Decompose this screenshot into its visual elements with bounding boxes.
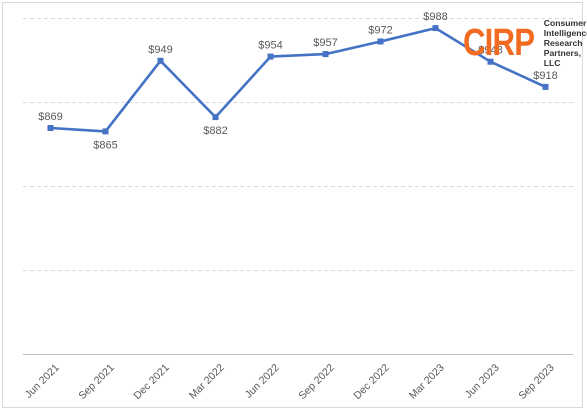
x-tick-label: Dec 2022 <box>351 362 391 402</box>
data-point-marker <box>212 114 219 121</box>
logo-line-1: Consumer <box>543 18 587 28</box>
data-label: $869 <box>38 111 62 123</box>
x-tick-label: Sep 2021 <box>76 362 116 402</box>
x-tick-label: Dec 2021 <box>131 362 171 402</box>
data-point-marker <box>322 51 329 58</box>
data-label: $949 <box>148 44 172 56</box>
gridlines <box>23 18 573 271</box>
data-point-marker <box>157 57 164 64</box>
line-chart: $869 $865 $949 $882 $954 $957 $972 $988 $948 $918… <box>23 11 573 402</box>
x-tick-label: Jun 2021 <box>23 362 62 401</box>
x-tick-label: Sep 2022 <box>296 362 336 402</box>
data-label: $954 <box>258 40 282 52</box>
data-point-marker <box>377 38 384 45</box>
data-labels-layer: $869 $865 $949 $882 $954 $957 $972 $988 $948 $918 <box>38 11 557 151</box>
logo-line-3: Research <box>543 38 583 48</box>
data-label: $948 <box>478 45 502 57</box>
data-point-marker <box>542 83 549 90</box>
data-label: $988 <box>423 11 447 23</box>
data-label: $882 <box>203 125 227 137</box>
logo-mark: CIRP <box>463 22 535 64</box>
data-label: $865 <box>93 139 117 151</box>
data-label: $918 <box>533 70 557 82</box>
data-point-marker <box>432 25 439 32</box>
cirp-logo: CIRP Consumer Intelligence Research Part… <box>463 18 587 68</box>
series-line-layer <box>50 26 547 133</box>
x-tick-labels: Jun 2021 Sep 2021 Dec 2021 Mar 2022 Jun 2022… <box>23 362 557 402</box>
x-tick-label: Sep 2023 <box>516 362 556 402</box>
x-tick-label: Mar 2022 <box>187 362 227 402</box>
data-point-marker <box>487 58 494 65</box>
data-point-marker <box>102 128 109 135</box>
series-line <box>50 26 547 133</box>
logo-line-2: Intelligence <box>543 28 587 38</box>
data-point-marker <box>267 53 274 60</box>
data-label: $957 <box>313 37 337 49</box>
x-tick-label: Jun 2023 <box>463 362 502 401</box>
data-label: $972 <box>368 25 392 37</box>
x-tick-label: Mar 2023 <box>407 362 447 402</box>
logo-text: Consumer Intelligence Research Partners,… <box>544 18 587 68</box>
data-point-marker <box>47 125 54 131</box>
x-tick-label: Jun 2022 <box>243 362 282 401</box>
logo-line-4: Partners, LLC <box>543 48 582 68</box>
markers-layer <box>47 25 549 135</box>
